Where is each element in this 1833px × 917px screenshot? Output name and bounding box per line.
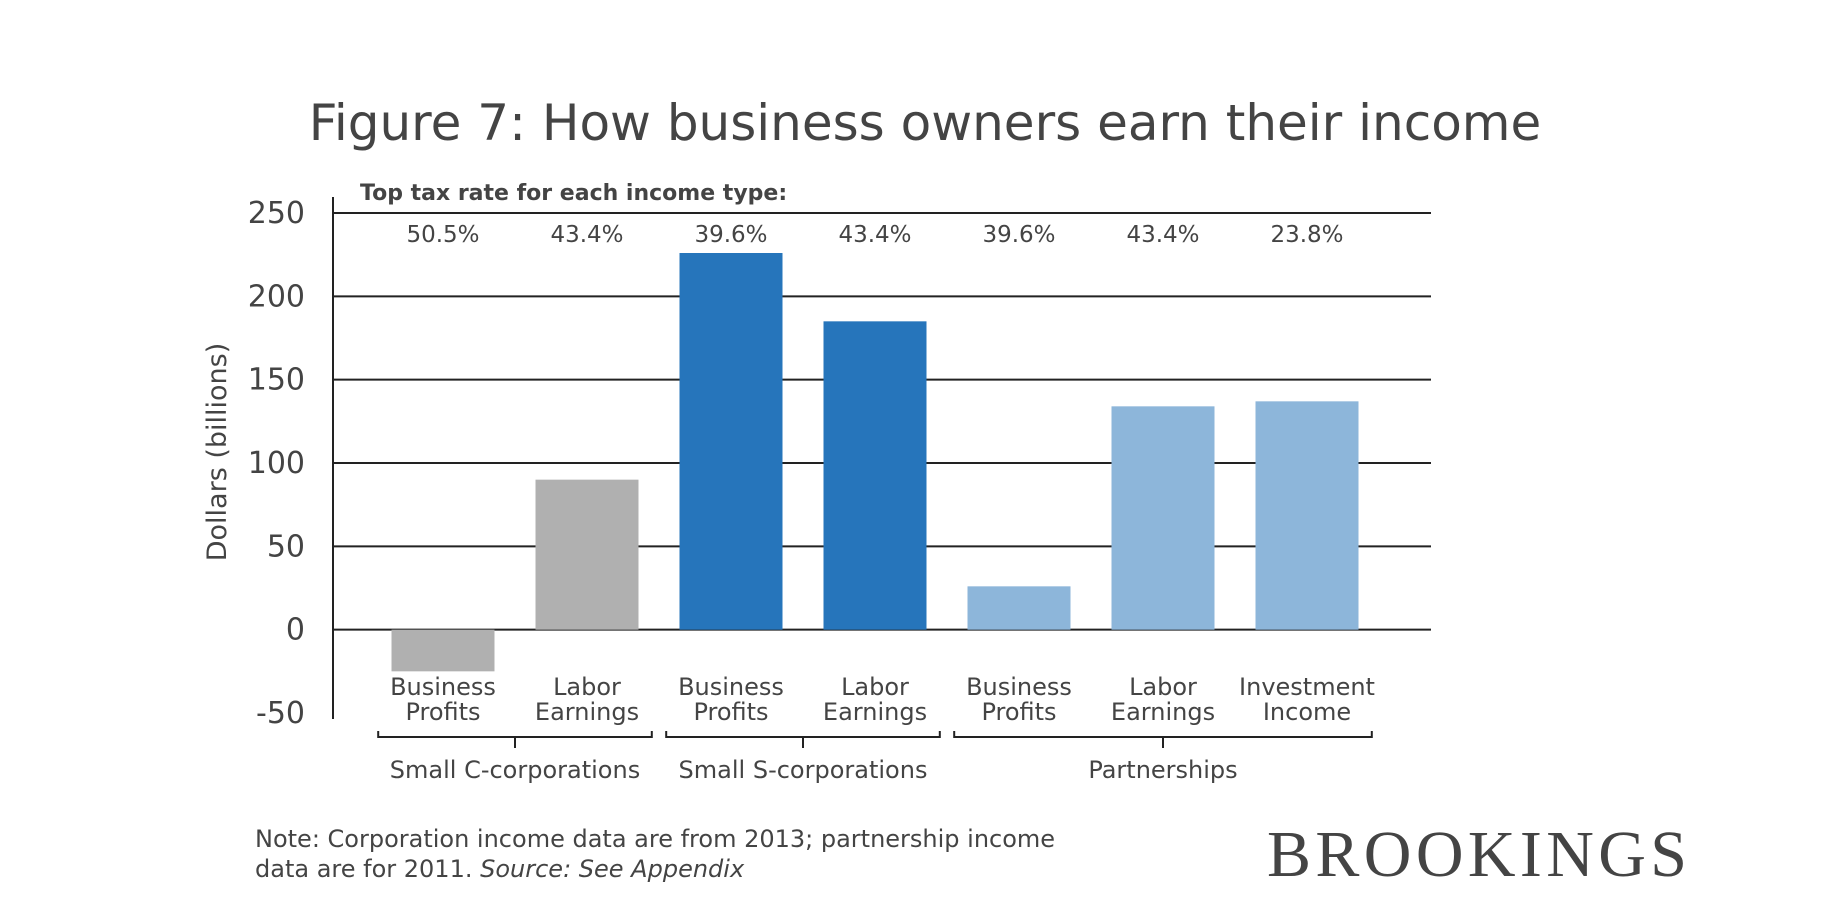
- tax-rate: 39.6%: [694, 222, 767, 248]
- tax-rate: 43.4%: [550, 222, 623, 248]
- x-tick-label-line: Profits: [981, 698, 1056, 726]
- bar: [535, 479, 639, 630]
- y-tick-label: 50: [267, 529, 305, 564]
- x-tick-label-line: Business: [678, 673, 784, 701]
- bar: [679, 253, 783, 630]
- y-tick-label: 100: [248, 446, 305, 481]
- group-label: Small S-corporations: [679, 756, 928, 784]
- source: Source: See Appendix: [480, 855, 745, 883]
- x-tick-label-line: Business: [390, 673, 496, 701]
- y-tick-label: 150: [248, 363, 305, 398]
- note-line2: data are for 2011.: [255, 855, 472, 883]
- x-tick-label: Business Profits: [390, 673, 496, 726]
- group-bracket: [665, 731, 941, 748]
- x-tick-label-line: Labor: [553, 673, 621, 701]
- group-bracket: [377, 731, 653, 748]
- tax-rate: 43.4%: [838, 222, 911, 248]
- chart-title: Figure 7: How business owners earn their…: [309, 94, 1542, 152]
- x-tick-label: Labor Earnings: [535, 673, 639, 726]
- note-line: data are for 2011. Source: See Appendix: [255, 855, 745, 883]
- x-tick-label-line: Labor: [841, 673, 909, 701]
- bar: [823, 321, 927, 630]
- x-tick-label: Labor Earnings: [823, 673, 927, 726]
- group-label: Partnerships: [1088, 756, 1237, 784]
- bar: [391, 629, 495, 672]
- bar: [1255, 401, 1359, 630]
- y-tick-label: 250: [248, 196, 305, 231]
- y-tick-label: -50: [256, 696, 305, 731]
- x-tick-label-line: Income: [1263, 698, 1351, 726]
- x-tick-label-line: Earnings: [823, 698, 927, 726]
- x-tick-label-line: Investment: [1239, 673, 1375, 701]
- bar: [967, 586, 1071, 630]
- tax-rate: 23.8%: [1270, 222, 1343, 248]
- x-tick-label-line: Earnings: [535, 698, 639, 726]
- y-tick-label: 0: [286, 613, 305, 648]
- x-tick-label: Business Profits: [966, 673, 1072, 726]
- tax-rate: 39.6%: [982, 222, 1055, 248]
- x-tick-label-line: Labor: [1129, 673, 1197, 701]
- x-tick-label-line: Earnings: [1111, 698, 1215, 726]
- x-tick-label: Business Profits: [678, 673, 784, 726]
- x-tick-label-line: Profits: [405, 698, 480, 726]
- tax-rate: 43.4%: [1126, 222, 1199, 248]
- logo: BROOKINGS: [1267, 818, 1687, 891]
- tax-rate: 50.5%: [406, 222, 479, 248]
- y-tick-label: 200: [248, 279, 305, 314]
- x-tick-label-line: Profits: [693, 698, 768, 726]
- x-tick-label: Labor Earnings: [1111, 673, 1215, 726]
- x-tick-label-line: Business: [966, 673, 1072, 701]
- group-label: Small C-corporations: [390, 756, 640, 784]
- note: Note: Corporation income data are from 2…: [255, 825, 1055, 853]
- annotation-title: Top tax rate for each income type:: [360, 181, 787, 206]
- bar: [1111, 406, 1215, 630]
- y-axis-label: Dollars (billions): [202, 343, 233, 562]
- x-tick-label: Investment Income: [1239, 673, 1375, 726]
- group-bracket: [953, 731, 1373, 748]
